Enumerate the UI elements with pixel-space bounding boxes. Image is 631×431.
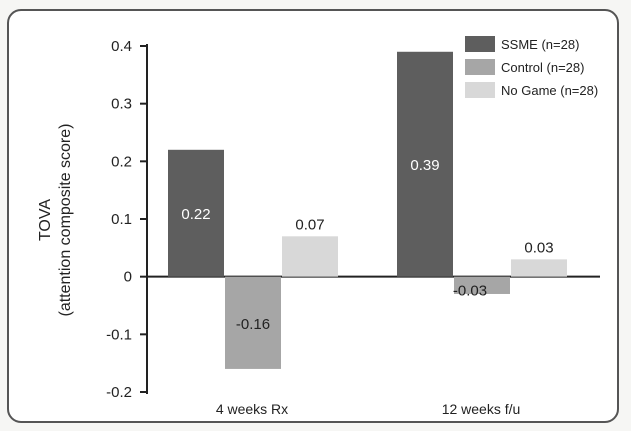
bar: [282, 236, 338, 277]
legend-swatch: [465, 82, 495, 98]
legend-entry-label: Control (n=28): [501, 60, 584, 75]
data-label: -0.16: [236, 316, 270, 333]
y-tick-label: 0.4: [111, 38, 132, 55]
data-label: 0.22: [181, 206, 210, 223]
x-category-label: 12 weeks f/u: [442, 401, 521, 417]
data-label: 0.07: [295, 216, 324, 233]
y-tick-label: -0.2: [106, 384, 132, 401]
legend-entry-label: No Game (n=28): [501, 83, 598, 98]
data-label: 0.39: [410, 157, 439, 174]
chart-frame: [7, 9, 619, 423]
bar: [225, 276, 281, 369]
y-axis-label-line-2: (attention composite score): [57, 124, 74, 317]
bar: [397, 51, 453, 277]
legend-entry-label: SSME (n=28): [501, 37, 579, 52]
y-tick-label: 0: [124, 269, 132, 286]
data-label: -0.03: [453, 283, 487, 300]
legend-swatch: [465, 59, 495, 75]
y-tick-label: 0.2: [111, 153, 132, 170]
y-tick-label: -0.1: [106, 326, 132, 343]
bar: [454, 276, 510, 294]
y-tick-label: 0.1: [111, 211, 132, 228]
x-category-label: 4 weeks Rx: [216, 401, 288, 417]
y-axis-label: TOVA (attention composite score): [37, 124, 74, 317]
bar: [168, 149, 224, 277]
y-tick-label: 0.3: [111, 96, 132, 113]
bar: [511, 259, 567, 277]
y-axis-label-line-1: TOVA: [37, 199, 54, 241]
legend-swatch: [465, 36, 495, 52]
data-label: 0.03: [524, 239, 553, 256]
legend: SSME (n=28) Control (n=28) No Game (n=28): [465, 36, 598, 98]
